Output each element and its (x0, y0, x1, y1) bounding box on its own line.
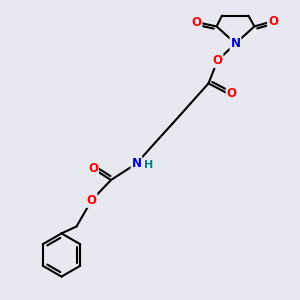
Text: N: N (230, 37, 241, 50)
Text: O: O (191, 16, 202, 29)
Text: O: O (226, 87, 237, 100)
Text: O: O (88, 162, 98, 175)
Text: O: O (212, 54, 223, 67)
Text: O: O (268, 15, 278, 28)
Text: H: H (145, 160, 154, 170)
Text: O: O (86, 194, 97, 207)
Text: N: N (131, 157, 142, 170)
